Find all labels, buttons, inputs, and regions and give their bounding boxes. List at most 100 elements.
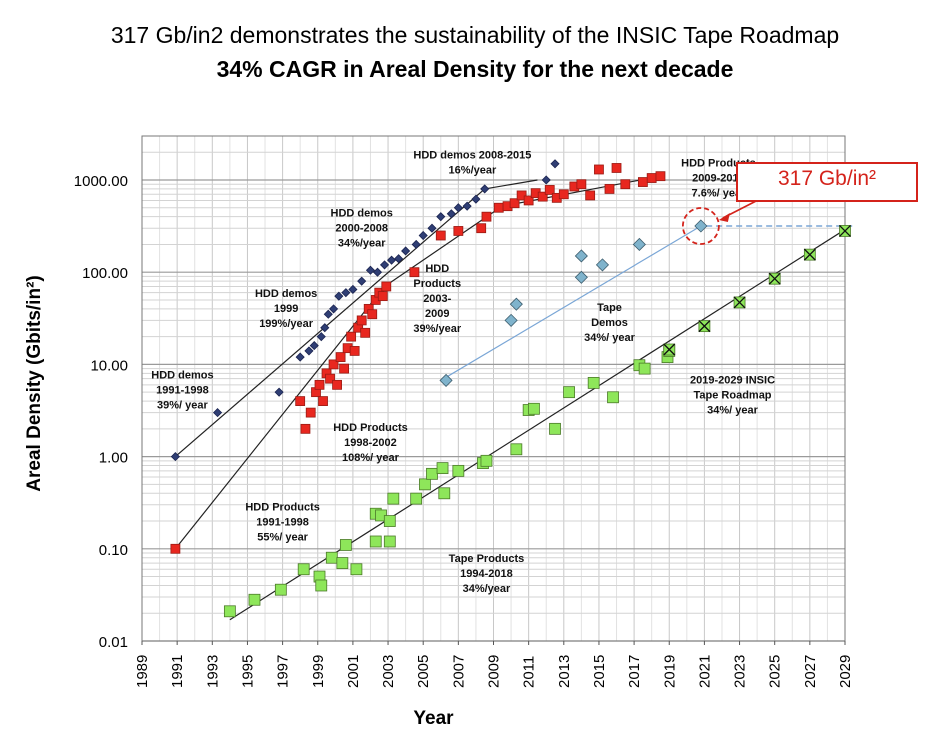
data-point [436, 212, 446, 222]
annotation: 2019-2029 INSIC Tape Roadmap 34%/ year [690, 375, 775, 417]
data-point [360, 327, 371, 338]
annotation-line: 55%/ year [257, 532, 308, 544]
annotation: Tape Demos 34%/ year [584, 302, 635, 344]
annotation-line: 2009-2018 [692, 173, 745, 185]
annotation-line: 2019-2029 INSIC [690, 375, 775, 387]
x-tick-label: 2013 [556, 655, 573, 688]
data-point [409, 267, 420, 278]
annotation: HDD demos 1991-1998 39%/ year [151, 370, 213, 412]
data-point [550, 159, 560, 169]
tape-demo-trend-line [440, 225, 702, 381]
data-point-cross [663, 343, 676, 356]
data-point [604, 184, 615, 194]
annotation-line: HDD [425, 263, 449, 275]
data-point [510, 443, 523, 456]
data-point [480, 454, 493, 467]
data-point [435, 230, 446, 241]
annotation: HDD demos 2000-2008 34%/year [331, 208, 393, 250]
data-point [410, 492, 423, 505]
axes: 1989 1991 1993 1995 1997 1999 2001 2003 2005 2007… [24, 173, 854, 729]
data-point [336, 557, 349, 569]
annotation-line: Tape Products [449, 553, 525, 565]
highlight-circle [681, 207, 720, 245]
data-point [419, 478, 431, 491]
annotation-line: 39%/year [413, 323, 461, 335]
data-point [372, 267, 383, 277]
data-point [427, 223, 437, 233]
data-point [334, 291, 344, 301]
data-point [523, 195, 534, 206]
data-point [318, 396, 328, 406]
x-axis-label: Year [413, 708, 454, 729]
data-point [369, 535, 382, 548]
annotation-line: 34%/ year [584, 332, 635, 344]
data-point [248, 593, 261, 606]
annotation: HDD demos 1999 199%/year [255, 288, 317, 330]
data-point [453, 203, 463, 213]
data-point [632, 237, 646, 252]
annotation-line: HDD Products [245, 502, 320, 514]
x-tick-label: 1999 [310, 655, 327, 688]
data-point [637, 177, 648, 187]
data-point [309, 341, 319, 351]
grid [141, 135, 846, 642]
data-point [325, 373, 335, 384]
data-point [438, 487, 451, 500]
data-point [305, 407, 316, 418]
data-point [418, 230, 428, 241]
data-point [607, 391, 619, 404]
x-tick-label: 2019 [661, 655, 678, 688]
data-point [297, 563, 310, 576]
data-point [325, 551, 338, 564]
data-point [401, 246, 411, 256]
data-point [646, 173, 657, 183]
data-point [480, 184, 490, 194]
x-tick-label: 1991 [169, 655, 186, 688]
data-point [339, 539, 352, 551]
data-point [452, 464, 465, 477]
annotation-line: HDD demos [255, 288, 317, 300]
callout-label: 317 Gb/in² [777, 167, 877, 190]
data-point [315, 579, 328, 592]
data-point [387, 492, 400, 505]
annotation-line: HDD demos 2008-2015 [413, 150, 531, 162]
data-point [383, 515, 396, 527]
chart-subtitle: 34% CAGR in Areal Density for the next d… [216, 56, 734, 82]
y-axis-label: Areal Density (Gbits/in²) [24, 275, 45, 491]
annotation-line: 1991-1998 [156, 385, 209, 397]
annotation-line: 34%/year [338, 238, 386, 250]
annotations: HDD demos 2008-2015 16%/year HDD demos 2000… [151, 150, 775, 595]
x-tick-label: 2003 [380, 655, 397, 688]
data-point [357, 276, 367, 286]
data-point [365, 265, 376, 275]
annotation-line: 2003- [423, 293, 451, 305]
x-tick-label: 2001 [345, 655, 362, 688]
annotation: HDD demos 2008-2015 16%/year [413, 150, 531, 177]
data-point-cross [698, 320, 711, 333]
data-point [335, 352, 346, 362]
data-point [426, 467, 438, 480]
annotation: HDD Products 1998-2002 108%/ year [333, 422, 408, 464]
data-point [274, 583, 287, 596]
data-point [537, 191, 548, 202]
x-tick-label: 2025 [767, 655, 784, 688]
trend-line [174, 188, 486, 458]
data-point [541, 175, 551, 185]
data-point-cross [839, 225, 851, 237]
data-point [383, 535, 396, 548]
data-point [439, 373, 453, 387]
y-tick-label: 0.10 [99, 542, 128, 559]
data-point [471, 194, 481, 204]
data-point [694, 219, 708, 233]
annotation-line: 1994-2018 [460, 568, 513, 580]
data-point [655, 171, 666, 182]
data-point [329, 304, 339, 314]
data-point [348, 284, 358, 295]
annotation-line: 2000-2008 [335, 223, 388, 235]
callout-box [736, 162, 918, 202]
x-tick-label: 2009 [486, 655, 503, 688]
data-point [320, 323, 330, 333]
data-point [493, 202, 504, 213]
data-point [544, 185, 555, 195]
annotation-line: 7.6%/ year [692, 188, 747, 200]
